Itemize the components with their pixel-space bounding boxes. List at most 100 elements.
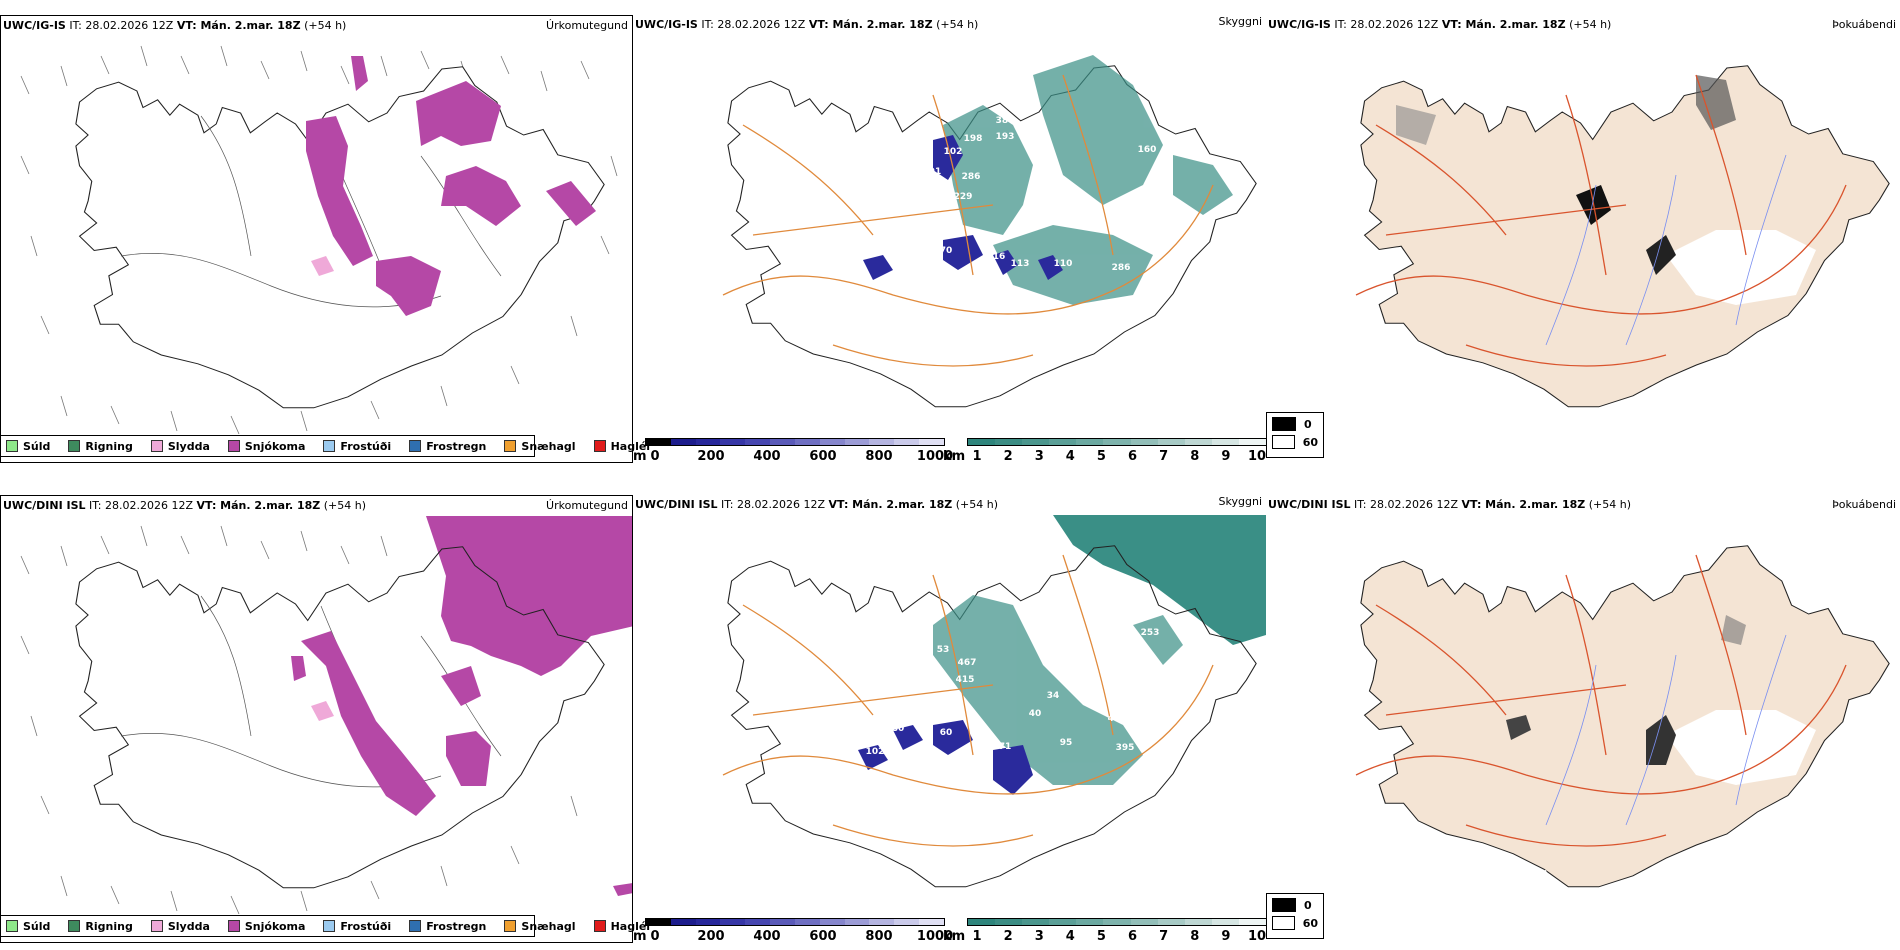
fog-legend-row2: 0 60 — [1266, 893, 1324, 939]
colorbar-tick: 600 — [809, 449, 837, 464]
panel-title: UWC/IG-IS IT: 28.02.2026 12Z VT: Mán. 2.… — [3, 19, 346, 32]
colorbar-cell — [1130, 439, 1158, 445]
precip-map-row2 — [20, 516, 632, 915]
colorbar-tick: 3 — [1034, 929, 1044, 944]
vt-label: VT: Mán. 2.mar. 18Z — [196, 499, 321, 512]
num-label: 85 — [1042, 170, 1055, 180]
cloudbase-shading — [863, 135, 1063, 280]
legend-item: Snjókoma — [227, 920, 305, 933]
cbar-unit: m — [633, 929, 647, 944]
legend-item: Súld — [6, 920, 50, 933]
fog-shading — [1396, 75, 1816, 305]
legend-label: Snæhagl — [521, 439, 576, 453]
colorbar-tick: 5 — [1096, 449, 1106, 464]
colorbar-cell — [1049, 919, 1077, 925]
model-label: UWC/DINI ISL — [3, 499, 86, 512]
fog-legend-label: 60 — [1302, 916, 1318, 930]
panel-title: UWC/DINI ISL IT: 28.02.2026 12Z VT: Mán.… — [3, 499, 366, 512]
legend-swatch — [150, 920, 163, 932]
rivers — [1545, 154, 1787, 346]
colorbar-cell — [1211, 919, 1239, 925]
colorbar-cell — [819, 919, 845, 925]
colorbar-tick: 4 — [1065, 449, 1075, 464]
num-label: 110 — [1054, 259, 1073, 269]
road-network — [1355, 554, 1847, 847]
panel-type-precip: Úrkomutegund — [546, 19, 628, 32]
fog-legend-label: 0 — [1304, 898, 1312, 912]
num-label: 193 — [996, 132, 1015, 142]
it-label: IT: — [701, 18, 714, 31]
legend-label: Rigning — [85, 439, 133, 453]
num-label: 32 — [977, 732, 990, 742]
colorbar-tick: 8 — [1190, 449, 1200, 464]
fog-map-row1 — [1355, 65, 1890, 408]
colorbar-cell — [1184, 919, 1212, 925]
vt-label: VT: Mán. 2.mar. 18Z — [1461, 498, 1586, 511]
legend-item: Slydda — [150, 919, 210, 933]
colorbar-tick: 2 — [1003, 929, 1013, 944]
cloudbase-labels: 53 467 415 253 34 40 401 80 102 60 32 71… — [866, 628, 1160, 875]
colorbar-cell — [720, 919, 746, 925]
colorbar-cell — [794, 439, 820, 445]
legend-item: Rigning — [68, 920, 133, 933]
model-label: UWC/IG-IS — [3, 19, 66, 32]
it-label: IT: — [89, 499, 102, 512]
colorbar-cell — [869, 439, 895, 445]
colorbar-tick: 0 — [650, 929, 660, 944]
panel-type-visibility: Skyggni — [1218, 15, 1262, 28]
num-label: 160 — [1138, 145, 1157, 155]
num-label: 80 — [892, 724, 905, 734]
num-label: 253 — [1141, 628, 1160, 638]
num-label: 95 — [1060, 738, 1073, 748]
legend-swatch — [323, 440, 336, 452]
num-label: 70 — [940, 246, 953, 256]
colorbar-tick: 4 — [1065, 929, 1075, 944]
vt-label: VT: Mán. 2.mar. 18Z — [1441, 18, 1566, 31]
fog-legend-item: 0 — [1267, 413, 1323, 431]
legend-swatch — [6, 440, 18, 452]
wind-barbs — [20, 525, 578, 915]
legend-swatch — [593, 920, 606, 932]
colorbar-cell — [844, 919, 870, 925]
colorbar-tick: 600 — [809, 929, 837, 944]
panel-type-precip: Úrkomutegund — [546, 499, 628, 512]
num-label: 91 — [929, 167, 942, 177]
colorbar-tick: 6 — [1128, 929, 1138, 944]
colorbar-tick: 200 — [697, 449, 725, 464]
num-label: 16 — [993, 252, 1006, 262]
legend-swatch — [68, 920, 81, 932]
colorbar-cell — [1049, 439, 1077, 445]
colorbar-cell — [1211, 439, 1239, 445]
colorbar-cell — [770, 439, 795, 445]
it-label: IT: — [1354, 498, 1367, 511]
colorbar-tick: 10 — [1247, 449, 1267, 464]
colorbar-cell — [894, 919, 920, 925]
colorbar-cell — [995, 919, 1023, 925]
it-value: 28.02.2026 12Z — [1350, 18, 1439, 31]
legend-swatch — [504, 920, 517, 932]
model-label: UWC/IG-IS — [1268, 18, 1331, 31]
colorbar-tick: 7 — [1159, 449, 1169, 464]
legend-swatch — [504, 440, 517, 452]
colorbar-cell — [695, 919, 721, 925]
fog-legend-swatch — [1272, 916, 1295, 930]
colorbar-tick: 1 — [972, 449, 982, 464]
num-label: 40 — [1029, 709, 1042, 719]
legend-label: Frostúði — [340, 919, 392, 933]
it-value: 28.02.2026 12Z — [1370, 498, 1459, 511]
cbar-unit: m — [633, 449, 647, 464]
num-label: 286 — [1112, 263, 1131, 273]
legend-swatch — [6, 920, 18, 932]
snow-areas — [291, 631, 632, 896]
colorbar-cell — [745, 919, 771, 925]
num-label: 415 — [956, 675, 975, 685]
colorbar-cell — [670, 439, 696, 445]
fog-panel-row2: UWC/DINI ISL IT: 28.02.2026 12Z VT: Mán.… — [1266, 495, 1900, 915]
colorbar-tick: 9 — [1221, 929, 1231, 944]
legend-item: Snæhagl — [504, 439, 576, 453]
model-label: UWC/DINI ISL — [1268, 498, 1351, 511]
colorbar-tick: 8 — [1190, 929, 1200, 944]
legend-swatch — [150, 440, 163, 452]
legend-label: Slydda — [167, 919, 210, 933]
colorbar-tick: 0 — [650, 449, 660, 464]
